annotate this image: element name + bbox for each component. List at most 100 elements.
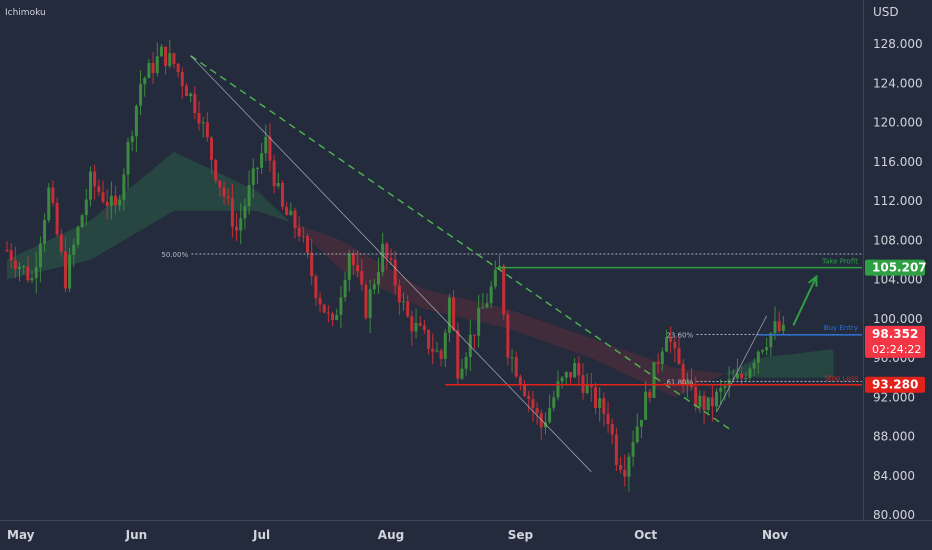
cloud-segment xyxy=(441,293,450,315)
candle-body xyxy=(527,395,531,400)
cloud-segment xyxy=(800,352,809,378)
candle-body xyxy=(147,62,151,79)
candle-body xyxy=(694,387,698,407)
time-axis[interactable]: May Jun Jul Aug Sep Oct Nov xyxy=(7,528,788,542)
last-price-badge-bg xyxy=(865,325,925,358)
cloud-segment xyxy=(758,357,767,378)
candle-body xyxy=(760,350,764,352)
candle-body xyxy=(43,219,47,244)
candle-body xyxy=(30,278,34,281)
cloud-segment xyxy=(365,254,375,286)
candle-body xyxy=(339,297,343,315)
candle-body xyxy=(514,357,518,377)
candle-body xyxy=(251,168,255,185)
candle-body xyxy=(456,329,460,379)
cloud-segment xyxy=(783,354,792,378)
candle-body xyxy=(172,53,176,64)
cloud-segment xyxy=(491,305,500,327)
price-tick-label: 120.000 xyxy=(873,116,923,130)
drawings: 50.00% 23.60% 61.80% Take Profit Stop Loss Bu… xyxy=(161,55,862,473)
candle-body xyxy=(464,357,468,369)
last-price: 98.352 xyxy=(872,327,918,341)
stop-loss-price: 93.280 xyxy=(872,378,918,392)
stop-loss-badge: 93.280 xyxy=(865,376,925,393)
price-tick-label: 104.000 xyxy=(873,273,923,287)
candle-body xyxy=(535,407,539,414)
candle-body xyxy=(180,72,184,86)
candle-body xyxy=(168,53,172,67)
cloud-segment xyxy=(532,317,542,341)
candle-body xyxy=(122,174,126,200)
candle-body xyxy=(506,314,510,358)
candle-body xyxy=(293,210,297,228)
cloud-segment xyxy=(633,353,642,382)
candle-body xyxy=(155,56,159,74)
candle-body xyxy=(280,183,284,207)
candle-body xyxy=(756,351,760,363)
price-tick-label: 108.000 xyxy=(873,233,923,247)
candle-body xyxy=(201,122,205,124)
candle-body xyxy=(164,46,168,67)
candle-body xyxy=(543,422,547,428)
candle-body xyxy=(343,279,347,298)
cloud-segment xyxy=(591,338,600,362)
candle-body xyxy=(698,395,702,407)
candle-body xyxy=(310,252,314,277)
channel-line-2 xyxy=(716,315,768,413)
stop-loss-label: Stop Loss xyxy=(825,375,859,383)
price-axis[interactable]: 128.000 124.000 120.000 116.000 112.000 108.0… xyxy=(873,37,923,522)
candle-body xyxy=(51,187,55,203)
price-tick-label: 124.000 xyxy=(873,76,923,90)
candle-body xyxy=(151,62,155,74)
currency-label: USD xyxy=(873,5,899,19)
candle-body xyxy=(372,284,376,290)
cloud-segment xyxy=(599,341,609,366)
candle-body xyxy=(268,136,272,161)
cloud-segment xyxy=(123,186,133,241)
cloud-segment xyxy=(825,349,834,378)
candle-body xyxy=(639,419,643,427)
cloud-segment xyxy=(816,350,826,378)
candle-body xyxy=(719,387,723,392)
candle-body xyxy=(184,85,188,97)
cloud-segment xyxy=(282,214,291,223)
cloud-segment xyxy=(407,279,417,306)
candle-body xyxy=(289,210,293,216)
candle-body xyxy=(38,243,42,268)
cloud-segment xyxy=(808,351,817,378)
candle-body xyxy=(781,324,785,331)
price-tick-label: 112.000 xyxy=(873,194,923,208)
price-tick-label: 100.000 xyxy=(873,312,923,326)
cloud-segment xyxy=(315,231,325,254)
candle-body xyxy=(193,93,197,113)
candle-body xyxy=(552,397,556,408)
candle-body xyxy=(381,243,385,273)
candle-body xyxy=(435,350,439,352)
candle-body xyxy=(272,160,276,187)
ichimoku-cloud xyxy=(7,151,834,398)
candle-body xyxy=(218,180,222,188)
candle-body xyxy=(264,136,268,154)
cloud-segment xyxy=(666,364,675,398)
candle-body xyxy=(18,266,22,269)
cloud-segment xyxy=(182,155,191,211)
candle-body xyxy=(230,198,234,227)
candle-body xyxy=(769,333,773,348)
cloud-segment xyxy=(524,314,533,338)
candle-body xyxy=(472,334,476,336)
candle-body xyxy=(22,266,26,268)
cloud-segment xyxy=(240,183,250,211)
candle-body xyxy=(523,385,527,396)
indicator-label[interactable]: Ichimoku xyxy=(5,8,46,18)
candle-body xyxy=(560,377,564,382)
candle-body xyxy=(664,337,668,352)
cloud-segment xyxy=(766,356,775,378)
time-tick-label: Jul xyxy=(252,528,270,542)
cloud-segment xyxy=(624,350,634,378)
candle-body xyxy=(731,378,735,380)
candle-body xyxy=(97,186,101,193)
candle-body xyxy=(489,286,493,304)
candle-body xyxy=(669,337,673,342)
cloud-segment xyxy=(90,213,99,260)
candle-body xyxy=(68,254,72,289)
